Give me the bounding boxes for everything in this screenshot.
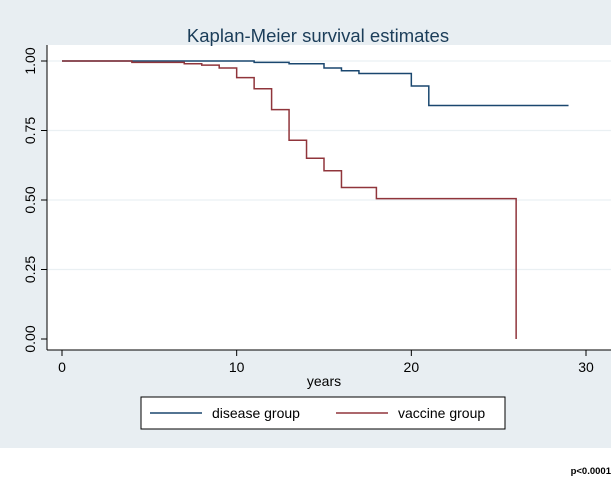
x-tick-label-0: 0 [58, 359, 66, 375]
p-value-note: p<0.0001 [570, 466, 611, 477]
x-tick-label-3: 30 [578, 359, 594, 375]
x-tick-label-2: 20 [404, 359, 420, 375]
y-tick-label-3: 0.75 [22, 117, 38, 144]
y-tick-label-2: 0.50 [22, 186, 38, 213]
y-tick-label-0: 0.00 [22, 325, 38, 352]
legend-label-disease-group: disease group [212, 405, 300, 421]
legend: disease group vaccine group [140, 396, 506, 430]
y-tick-label-4: 1.00 [22, 47, 38, 74]
axes: 0.00 0.25 0.50 0.75 1.00 0 10 20 30 [22, 45, 611, 375]
legend-box [140, 396, 506, 430]
plot-area [47, 45, 611, 350]
x-tick-label-1: 10 [229, 359, 245, 375]
x-axis-title: years [307, 373, 341, 389]
chart-title: Kaplan-Meier survival estimates [187, 25, 449, 46]
series-line-vaccine-group [62, 60, 517, 339]
y-tick-label-1: 0.25 [22, 256, 38, 283]
legend-label-vaccine-group: vaccine group [398, 405, 485, 421]
series-lines [62, 60, 569, 339]
series-line-disease-group [62, 60, 569, 107]
